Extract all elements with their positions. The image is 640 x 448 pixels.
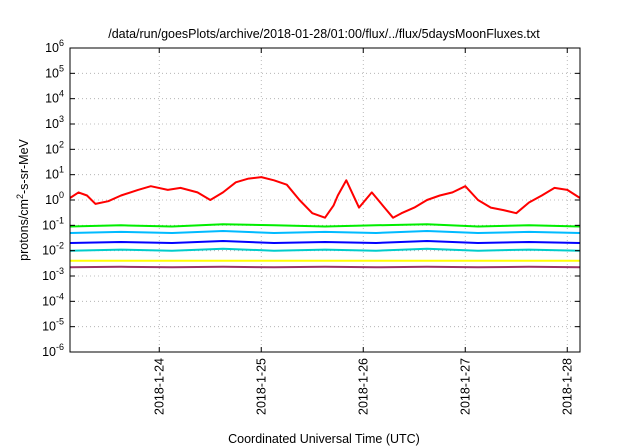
y-tick-exponent: 1	[59, 165, 64, 175]
y-tick-base: 10	[42, 320, 56, 334]
y-tick-base: 10	[45, 41, 59, 55]
grid-lines	[70, 48, 580, 352]
x-axis-label: Coordinated Universal Time (UTC)	[228, 432, 420, 446]
y-tick-base: 10	[45, 66, 59, 80]
y-tick-label: 10-2	[42, 241, 64, 258]
y-tick-exponent: -2	[56, 241, 64, 251]
y-tick-label: 102	[45, 139, 64, 156]
y-tick-base: 10	[45, 168, 59, 182]
y-tick-exponent: -4	[56, 291, 64, 301]
y-tick-label: 106	[45, 38, 64, 55]
y-axis-label-prefix: protons/cm	[17, 199, 31, 261]
y-tick-label: 10-3	[42, 266, 64, 283]
y-axis-label-suffix: -s-sr-MeV	[17, 138, 31, 194]
x-tick-label: 2018-1-25	[254, 358, 268, 415]
y-tick-exponent: -3	[56, 266, 64, 276]
y-tick-exponent: 3	[59, 114, 64, 124]
y-tick-label: 10-1	[42, 215, 64, 232]
y-tick-label: 101	[45, 165, 64, 182]
series-line-5	[69, 247, 581, 252]
y-tick-label: 104	[45, 89, 64, 106]
y-tick-exponent: -1	[56, 215, 64, 225]
y-tick-label: 103	[45, 114, 64, 131]
axis-ticks: 10610510410310210110010-110-210-310-410-…	[42, 38, 580, 415]
y-tick-label: 10-4	[42, 291, 64, 308]
y-tick-exponent: 2	[59, 139, 64, 149]
series-line-4	[69, 240, 581, 244]
y-axis-label-superscript: 2	[15, 194, 25, 199]
y-tick-label: 100	[45, 190, 64, 207]
y-tick-exponent: -6	[56, 342, 64, 352]
y-tick-label: 10-6	[42, 342, 64, 359]
y-tick-base: 10	[42, 345, 56, 359]
y-tick-base: 10	[45, 117, 59, 131]
y-tick-exponent: 0	[59, 190, 64, 200]
series-line-1	[69, 176, 581, 219]
y-tick-base: 10	[45, 92, 59, 106]
y-tick-exponent: -5	[56, 317, 64, 327]
y-tick-label: 10-5	[42, 317, 64, 334]
y-tick-base: 10	[42, 244, 56, 258]
y-tick-base: 10	[45, 142, 59, 156]
y-tick-base: 10	[42, 294, 56, 308]
series-line-3	[69, 230, 581, 234]
chart-title: /data/run/goesPlots/archive/2018-01-28/0…	[108, 27, 540, 41]
series-line-7	[69, 265, 581, 269]
x-tick-label: 2018-1-26	[356, 358, 370, 415]
y-tick-label: 105	[45, 63, 64, 80]
y-tick-base: 10	[42, 218, 56, 232]
series-layer	[69, 176, 581, 269]
series-line-2	[69, 223, 581, 228]
y-axis-label: protons/cm2-s-sr-MeV	[15, 138, 31, 260]
x-tick-label: 2018-1-27	[458, 358, 472, 415]
y-tick-exponent: 5	[59, 63, 64, 73]
x-tick-label: 2018-1-28	[560, 358, 574, 415]
x-tick-label: 2018-1-24	[152, 358, 166, 415]
y-tick-exponent: 4	[59, 89, 64, 99]
y-tick-base: 10	[45, 193, 59, 207]
y-tick-exponent: 6	[59, 38, 64, 48]
y-tick-base: 10	[42, 269, 56, 283]
